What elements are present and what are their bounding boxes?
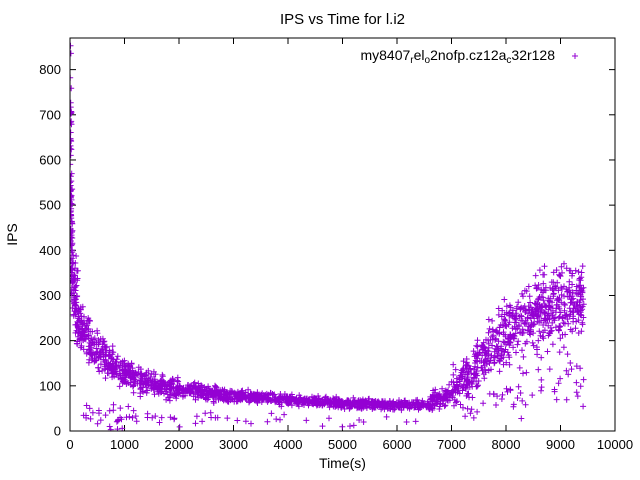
y-tick-label: 300 — [39, 288, 61, 303]
chart-title: IPS vs Time for l.i2 — [280, 11, 405, 28]
x-tick-label: 9000 — [546, 437, 575, 452]
y-tick-label: 0 — [54, 424, 61, 439]
x-tick-label: 10000 — [597, 437, 633, 452]
y-tick-label: 800 — [39, 62, 61, 77]
x-tick-label: 5000 — [328, 437, 357, 452]
y-tick-label: 500 — [39, 198, 61, 213]
x-tick-label: 0 — [66, 437, 73, 452]
x-tick-label: 4000 — [274, 437, 303, 452]
x-tick-label: 3000 — [219, 437, 248, 452]
y-tick-label: 200 — [39, 333, 61, 348]
y-tick-label: 600 — [39, 152, 61, 167]
y-tick-label: 700 — [39, 107, 61, 122]
y-axis-label: IPS — [4, 223, 20, 246]
x-tick-label: 1000 — [110, 437, 139, 452]
legend-marker — [572, 53, 578, 59]
x-tick-label: 6000 — [383, 437, 412, 452]
legend-label: my8407relo2nofp.cz12ac32r128 — [360, 47, 555, 66]
scatter-points — [70, 42, 587, 431]
x-tick-label: 8000 — [492, 437, 521, 452]
x-tick-label: 2000 — [165, 437, 194, 452]
x-axis-label: Time(s) — [319, 455, 366, 471]
plot-border — [69, 37, 616, 432]
y-tick-label: 400 — [39, 243, 61, 258]
x-tick-label: 7000 — [437, 437, 466, 452]
y-tick-label: 100 — [39, 378, 61, 393]
